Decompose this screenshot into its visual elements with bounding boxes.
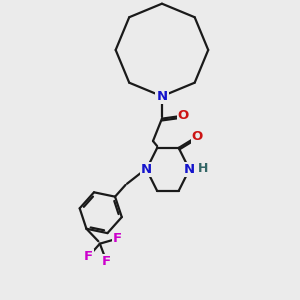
Text: F: F	[112, 232, 122, 245]
Text: N: N	[156, 90, 167, 103]
Text: N: N	[184, 163, 195, 176]
Text: F: F	[84, 250, 93, 263]
Text: H: H	[197, 162, 208, 175]
Text: O: O	[178, 109, 189, 122]
Text: O: O	[192, 130, 203, 143]
Text: N: N	[141, 163, 152, 176]
Text: F: F	[101, 255, 110, 268]
